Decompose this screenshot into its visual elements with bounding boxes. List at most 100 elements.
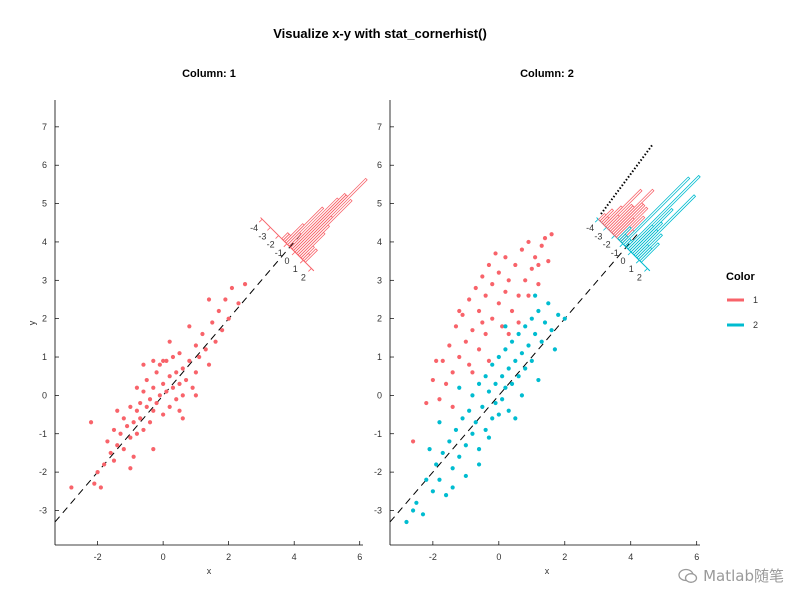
panel-1-point-series-1 (105, 439, 110, 444)
panel-1-point-series-1 (128, 404, 133, 409)
panel-2-point-series-1 (434, 358, 439, 363)
panel-1-point-series-1 (187, 324, 192, 329)
panel-2-point-series-2 (483, 374, 488, 379)
panel-1-cornerhist-tick-label: -3 (258, 231, 266, 241)
panel-2-point-series-1 (490, 316, 495, 321)
panel-2-point-series-1 (536, 282, 541, 287)
panel-2-point-series-1 (529, 266, 534, 271)
panel-2-point-series-1 (480, 320, 485, 325)
panel-1-point-series-1 (154, 370, 159, 375)
panel-2-point-series-2 (529, 358, 534, 363)
panel-1-point-series-1 (193, 343, 198, 348)
panel-1-point-series-1 (157, 393, 162, 398)
panel-1-cornerhist-bar-1 (300, 245, 315, 260)
panel-2-point-series-1 (424, 400, 429, 406)
panel-2-point-series-2 (437, 477, 442, 482)
panel-2-xtick-label: 2 (562, 552, 567, 562)
panel-2-point-series-1 (470, 370, 475, 375)
panel-1-point-series-1 (141, 389, 146, 394)
panel-2-cornerhist-bar-1 (615, 206, 649, 240)
panel-2-point-series-1 (486, 262, 492, 268)
panel-2-point-series-1 (450, 404, 455, 409)
panel-1-point-series-1 (167, 374, 172, 379)
panel-2-point-series-1 (496, 270, 501, 275)
panel-2-point-series-1 (526, 239, 531, 245)
panel-1-point-series-1 (138, 416, 143, 421)
panel-2-cornerhist-bar-2 (634, 243, 650, 259)
panel-2-xlabel: x (545, 566, 550, 576)
panel-2-point-series-2 (513, 358, 518, 363)
panel-1-point-series-1 (167, 404, 172, 409)
panel-1-cornerhist-bar-1 (291, 194, 349, 252)
panel-1-point-series-1 (206, 362, 212, 367)
panel-2-point-series-1 (457, 354, 462, 360)
panel-1-point-series-1 (128, 435, 133, 440)
panel-2-cornerhist-bar-1 (606, 203, 634, 231)
panel-2-point-series-1 (496, 301, 501, 306)
panel-2-point-series-2 (503, 324, 508, 329)
panel-2-cornerhist-bar-2 (621, 176, 691, 246)
panel-1-cornerhist-bar-1 (281, 232, 290, 241)
panel-1-cornerhist-bar-1 (284, 223, 305, 244)
panel-2-point-series-2 (473, 420, 478, 425)
panel-2-cornerhist-tick-label: -2 (603, 240, 611, 250)
panel-1-point-series-1 (206, 297, 212, 302)
panel-1-ytick-label: 3 (42, 275, 47, 285)
panel-1-point-series-1 (174, 397, 179, 402)
panel-2-cornerhist-tick-label: -1 (611, 248, 619, 258)
panel-2-point-series-1 (440, 358, 445, 363)
panel-1-point-series-1 (161, 412, 166, 417)
panel-1-point-series-1 (190, 385, 195, 390)
panel-2-point-series-1 (546, 259, 551, 264)
panel-2-point-series-2 (440, 450, 445, 456)
panel-2-ytick-label: 5 (377, 199, 382, 209)
panel-2-cornerhist-bar-1 (609, 188, 655, 234)
panel-1-ytick-label: -3 (39, 505, 47, 515)
panel-2-cornerhist-bar-2 (618, 233, 628, 243)
panel-1-point-series-1 (187, 358, 192, 363)
panel-2-point-series-1 (536, 262, 541, 268)
panel-1-ytick-label: 0 (42, 390, 47, 400)
panel-1-point-series-1 (92, 481, 97, 486)
panel-1-point-series-1 (144, 404, 149, 409)
panel-1-point-series-1 (144, 377, 149, 383)
panel-2-point-series-1 (483, 331, 488, 337)
panel-2-cornerhist-bar-1 (599, 208, 615, 224)
panel-2-ytick-label: -3 (374, 505, 382, 515)
legend: Color 1 2 (726, 271, 758, 330)
panel-2-cornerhist-tick (627, 251, 632, 256)
panel-1-xtick-label: 0 (161, 552, 166, 562)
panel-1-point-series-1 (151, 446, 156, 452)
panel-1-point-series-1 (213, 339, 218, 344)
panel-2-point-series-1 (473, 285, 478, 291)
panel-2-cornerhist-tick-label: -4 (586, 223, 594, 233)
panel-1-point-series-1 (69, 485, 74, 490)
panel-2-cornerhist-tick (635, 259, 640, 264)
panel-1-point-series-1 (177, 408, 182, 413)
panel-2-cornerhist-bar-2 (633, 194, 697, 257)
panel-1-xlabel: x (207, 566, 212, 576)
panel-1-point-series-1 (170, 354, 176, 360)
panel-2-point-series-2 (427, 446, 432, 452)
panel-2-cornerhist-bar-2 (627, 224, 655, 252)
panel-2-point-series-2 (424, 477, 429, 482)
panel-1-ytick-label: 2 (42, 314, 47, 324)
panel-2-point-series-1 (549, 232, 554, 237)
panel-2-point-series-2 (500, 374, 505, 379)
panel-1-point-series-1 (242, 282, 248, 287)
panel-1-point-series-1 (138, 400, 143, 406)
panel-2-point-series-1 (410, 439, 416, 444)
panel-1-point-series-1 (115, 443, 120, 448)
panel-1-point-series-1 (141, 362, 146, 367)
panel-1-cornerhist-tick-label: 0 (284, 256, 289, 266)
panel-2-point-series-2 (447, 439, 452, 444)
panel-2-point-series-2 (476, 446, 482, 452)
panel-2-point-series-2 (529, 316, 534, 321)
panel-2-point-series-2 (509, 339, 515, 344)
panel-2-point-series-1 (542, 236, 548, 241)
panel-1-point-series-1 (216, 308, 221, 314)
panel-2-point-series-1 (509, 308, 515, 314)
panel-2-point-series-2 (457, 385, 462, 390)
panel-2-point-series-2 (533, 331, 538, 337)
panel-2-point-series-2 (463, 473, 468, 479)
